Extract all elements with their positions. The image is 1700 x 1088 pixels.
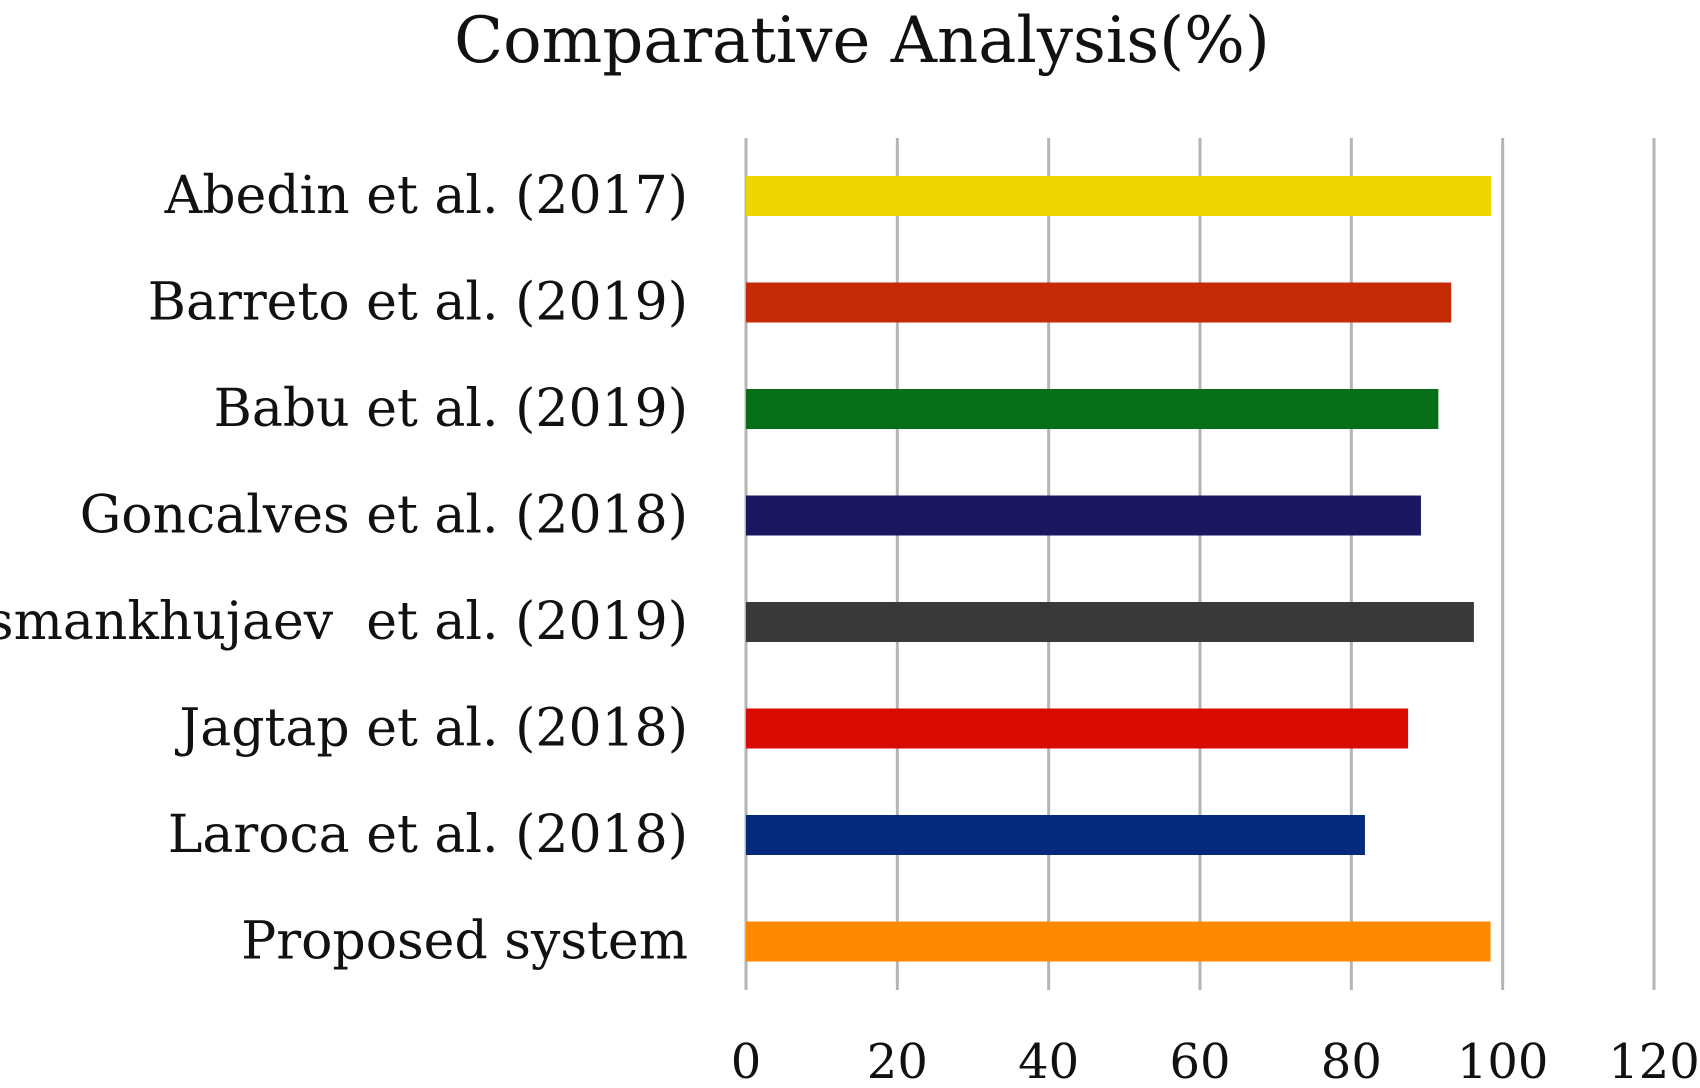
category-labels: Abedin et al. (2017) Barreto et al. (2019…: [0, 166, 688, 972]
x-tick-label: 20: [867, 1034, 928, 1088]
bar: [746, 495, 1421, 536]
bar: [746, 815, 1365, 855]
category-label: Usmankhujaev et al. (2019): [0, 592, 688, 652]
x-tick-label: 40: [1018, 1034, 1079, 1088]
category-label: Abedin et al. (2017): [164, 166, 688, 226]
x-tick-label: 100: [1457, 1034, 1549, 1088]
bar: [746, 282, 1452, 323]
category-label: Proposed system: [241, 912, 688, 972]
category-label: Goncalves et al. (2018): [80, 486, 688, 546]
bar: [746, 708, 1409, 749]
gridlines: [744, 138, 1656, 990]
x-tick-label: 80: [1321, 1034, 1382, 1088]
chart-title: Comparative Analysis(%): [454, 4, 1270, 78]
x-tick-label: 60: [1169, 1034, 1230, 1088]
category-label: Babu et al. (2019): [214, 379, 688, 439]
bar: [746, 602, 1474, 642]
x-tick-labels: 0 20 40 60 80 100 120: [731, 1034, 1700, 1088]
bars: [746, 176, 1492, 962]
x-tick-label: 120: [1608, 1034, 1700, 1088]
category-label: Jagtap et al. (2018): [174, 699, 688, 759]
bar: [746, 389, 1439, 429]
category-label: Laroca et al. (2018): [168, 805, 688, 865]
bar: [746, 176, 1492, 216]
x-tick-label: 0: [731, 1034, 762, 1088]
category-label: Barreto et al. (2019): [148, 273, 688, 333]
bar: [746, 921, 1491, 962]
